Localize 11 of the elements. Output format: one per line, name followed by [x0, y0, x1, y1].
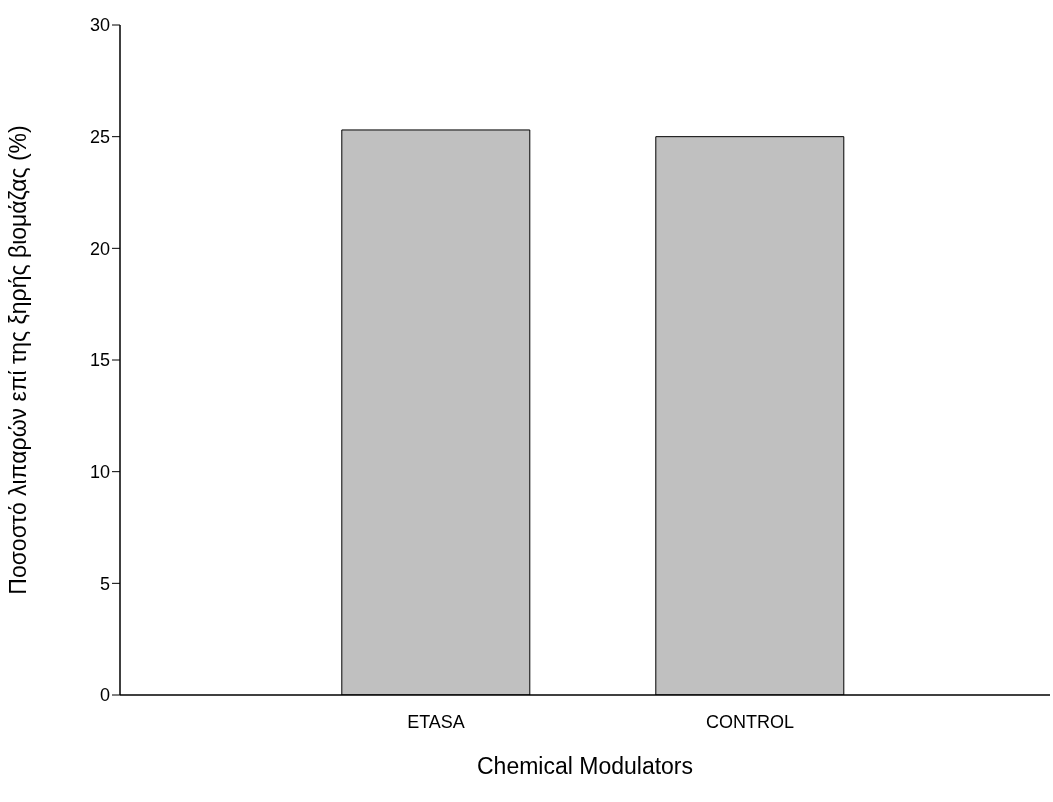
y-axis-title: Ποσοστό λιπαρών επί της ξηρής βιομάζας (%) — [5, 125, 32, 595]
y-tick-label: 10 — [89, 462, 110, 483]
y-tick-label: 0 — [99, 685, 110, 706]
x-tick-label: ETASA — [407, 711, 465, 732]
y-tick-label: 25 — [89, 127, 110, 148]
y-tick-label: 20 — [89, 238, 110, 259]
x-axis-title: Chemical Modulators — [476, 753, 694, 779]
x-tick-label: CONTROL — [705, 711, 795, 732]
y-tick-label: 5 — [99, 573, 110, 594]
y-tick-label: 15 — [89, 350, 110, 371]
y-tick-label: 30 — [89, 15, 110, 36]
